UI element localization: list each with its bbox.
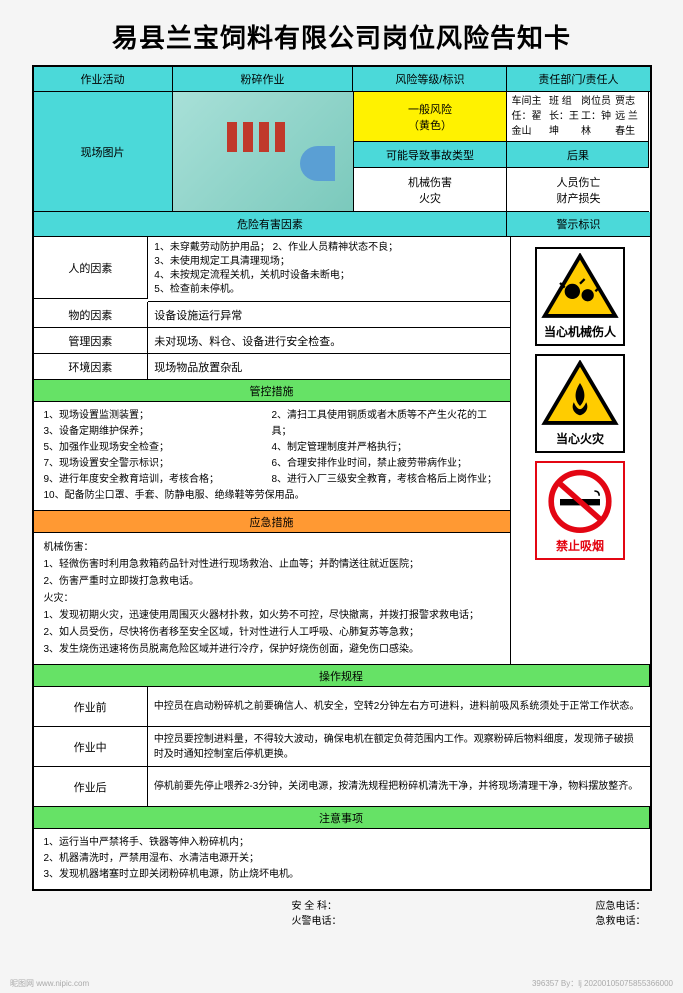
em-line: 机械伤害： bbox=[44, 539, 501, 556]
sign-label: 当心火灾 bbox=[537, 428, 623, 451]
cm-item: 2、清扫工具使用铜质或者木质等不产生火花的工具； bbox=[272, 408, 500, 440]
factor-label: 环境因素 bbox=[34, 354, 149, 380]
procedure-row: 作业中 中控员要控制进料量，不得较大波动，确保电机在额定负荷范围内工作。观察粉碎… bbox=[34, 727, 650, 767]
signs-column: 当心机械伤人 当心火灾 禁止吸烟 bbox=[511, 237, 650, 665]
emergency-text: 机械伤害： 1、轻微伤害时利用急救箱药品针对性进行现场救治、止血等；并酌情送往就… bbox=[34, 533, 511, 665]
warning-triangle-icon bbox=[540, 253, 620, 319]
notice-line: 1、运行当中严禁将手、铁器等伸入粉碎机内； bbox=[44, 835, 640, 851]
watermark-right: 396357 By：lj 20200105075855366000 bbox=[532, 978, 673, 989]
phase-label: 作业前 bbox=[34, 687, 148, 727]
risk-card: 作业活动 粉碎作业 风险等级/标识 责任部门/责任人 现场图片 一般风险 （黄色… bbox=[32, 65, 652, 891]
cm-item: 5、加强作业现场安全检查； bbox=[44, 440, 272, 456]
fire-triangle-icon bbox=[540, 360, 620, 426]
warning-signs-hdr: 警示标识 bbox=[507, 212, 649, 237]
header-row: 作业活动 粉碎作业 风险等级/标识 责任部门/责任人 bbox=[34, 67, 650, 92]
footer-safety: 安 全 科： bbox=[292, 901, 338, 912]
factor-label: 物的因素 bbox=[34, 302, 149, 328]
em-line: 1、发现初期火灾，迅速使用周围灭火器材扑救，如火势不可控，尽快撤离，并拨打报警求… bbox=[44, 607, 501, 624]
cm-item: 7、现场设置安全警示标识； bbox=[44, 456, 272, 472]
factor-label: 人的因素 bbox=[34, 237, 149, 299]
factor-row: 管理因素 未对现场、料仓、设备进行安全检查。 bbox=[34, 328, 510, 354]
em-line: 火灾： bbox=[44, 590, 501, 607]
notice-line: 3、发现机器堵塞时立即关闭粉碎机电源，防止烧坏电机。 bbox=[44, 867, 640, 883]
sign-fire: 当心火灾 bbox=[535, 354, 625, 453]
control-hdr: 管控措施 bbox=[34, 380, 511, 402]
procedure-row: 作业前 中控员在启动粉碎机之前要确信人、机安全，空转2分钟左右方可进料，进料前吸… bbox=[34, 687, 650, 727]
footer-emergency: 应急电话： bbox=[596, 901, 646, 912]
sign-label: 禁止吸烟 bbox=[537, 535, 623, 558]
hdr-risk: 风险等级/标识 bbox=[353, 67, 507, 92]
hdr-resp: 责任部门/责任人 bbox=[507, 67, 649, 92]
factor-row: 人的因素 1、未穿戴劳动防护用品； 2、作业人员精神状态不良； 3、未使用规定工… bbox=[34, 237, 510, 302]
footer-fire: 火警电话： bbox=[292, 916, 342, 927]
hazard-factors-hdr: 危险有害因素 bbox=[34, 212, 508, 237]
factor-label: 管理因素 bbox=[34, 328, 149, 354]
em-line: 3、发生烧伤迅速将伤员脱离危险区域并进行冷疗，保护好烧伤创面，避免伤口感染。 bbox=[44, 641, 501, 658]
phase-text: 中控员在启动粉碎机之前要确信人、机安全，空转2分钟左右方可进料，进料前吸风系统须… bbox=[148, 687, 650, 727]
notices: 1、运行当中严禁将手、铁器等伸入粉碎机内； 2、机器清洗时，严禁用湿布、水清洁电… bbox=[34, 829, 650, 889]
phase-label: 作业中 bbox=[34, 727, 148, 767]
sign-label: 当心机械伤人 bbox=[537, 321, 623, 344]
cm-item: 8、进行入厂三级安全教育，考核合格后上岗作业； bbox=[272, 472, 500, 488]
resp-line: 车间主任：翟金山 bbox=[511, 94, 548, 139]
hdr-job: 粉碎作业 bbox=[173, 67, 354, 92]
responsible-list: 车间主任：翟金山 班 组 长：王 坤 岗位员工：钟 林 贾志远 兰春生 bbox=[507, 92, 649, 142]
factor-text: 设备设施运行异常 bbox=[148, 302, 509, 328]
footer-rescue: 急救电话： bbox=[596, 916, 646, 927]
sign-nosmoke: 禁止吸烟 bbox=[535, 461, 625, 560]
resp-line: 班 组 长：王 坤 bbox=[549, 94, 581, 139]
resp-line: 贾志远 兰春生 bbox=[615, 94, 644, 139]
scene-photo bbox=[173, 92, 354, 212]
sign-mechanical: 当心机械伤人 bbox=[535, 247, 625, 346]
phase-text: 停机前要先停止喂养2-3分钟，关闭电源，按清洗规程把粉碎机清洗干净，并将现场清理… bbox=[148, 767, 650, 807]
accident-type-hdr: 可能导致事故类型 bbox=[354, 142, 508, 168]
em-line: 2、伤害严重时立即拨打急救电话。 bbox=[44, 573, 501, 590]
phase-label: 作业后 bbox=[34, 767, 148, 807]
photo-row: 现场图片 一般风险 （黄色） 可能导致事故类型 机械伤害 火灾 车间主任：翟金山… bbox=[34, 92, 650, 212]
notice-line: 2、机器清洗时，严禁用湿布、水清洁电源开关； bbox=[44, 851, 640, 867]
cm-item: 4、制定管理制度并严格执行； bbox=[272, 440, 500, 456]
resp-line: 岗位员工：钟 林 bbox=[581, 94, 615, 139]
procedure-hdr: 操作规程 bbox=[34, 665, 650, 687]
no-smoking-icon bbox=[540, 467, 620, 533]
watermark-left: 昵图网 www.nipic.com bbox=[10, 978, 89, 989]
emergency-hdr: 应急措施 bbox=[34, 511, 511, 533]
risk-level: 一般风险 （黄色） bbox=[354, 92, 508, 142]
cm-item: 9、进行年度安全教育培训，考核合格； bbox=[44, 472, 272, 488]
factor-text: 现场物品放置杂乱 bbox=[148, 354, 509, 380]
hdr-activity: 作业活动 bbox=[34, 67, 173, 92]
consequences: 人员伤亡 财产损失 bbox=[507, 168, 649, 212]
em-line: 2、如人员受伤，尽快将伤者移至安全区域，针对性进行人工呼吸、心肺复苏等急救； bbox=[44, 624, 501, 641]
procedure-row: 作业后 停机前要先停止喂养2-3分钟，关闭电源，按清洗规程把粉碎机清洗干净，并将… bbox=[34, 767, 650, 807]
footer: 安 全 科： 火警电话： 应急电话： 急救电话： bbox=[32, 897, 652, 927]
factor-text: 未对现场、料仓、设备进行安全检查。 bbox=[148, 328, 509, 354]
cm-item: 6、合理安排作业时间，禁止疲劳带病作业； bbox=[272, 456, 500, 472]
phase-text: 中控员要控制进料量，不得较大波动，确保电机在额定负荷范围内工作。观察粉碎后物料细… bbox=[148, 727, 650, 767]
page-title: 易县兰宝饲料有限公司岗位风险告知卡 bbox=[112, 18, 571, 55]
control-measures: 1、现场设置监测装置； 3、设备定期维护保养； 5、加强作业现场安全检查； 7、… bbox=[34, 402, 511, 511]
factor-text: 1、未穿戴劳动防护用品； 2、作业人员精神状态不良； 3、未使用规定工具清理现场… bbox=[148, 237, 509, 302]
factor-row: 环境因素 现场物品放置杂乱 bbox=[34, 354, 510, 380]
factor-row: 物的因素 设备设施运行异常 bbox=[34, 302, 510, 328]
cm-item: 3、设备定期维护保养； bbox=[44, 424, 272, 440]
consequence-hdr: 后果 bbox=[507, 142, 649, 168]
cm-item: 10、配备防尘口罩、手套、防静电服、绝缘鞋等劳保用品。 bbox=[44, 488, 500, 504]
accident-types: 机械伤害 火灾 bbox=[354, 168, 508, 212]
em-line: 1、轻微伤害时利用急救箱药品针对性进行现场救治、止血等；并酌情送往就近医院； bbox=[44, 556, 501, 573]
cm-item: 1、现场设置监测装置； bbox=[44, 408, 272, 424]
notice-hdr: 注意事项 bbox=[34, 807, 650, 829]
scene-photo-label: 现场图片 bbox=[34, 92, 173, 212]
